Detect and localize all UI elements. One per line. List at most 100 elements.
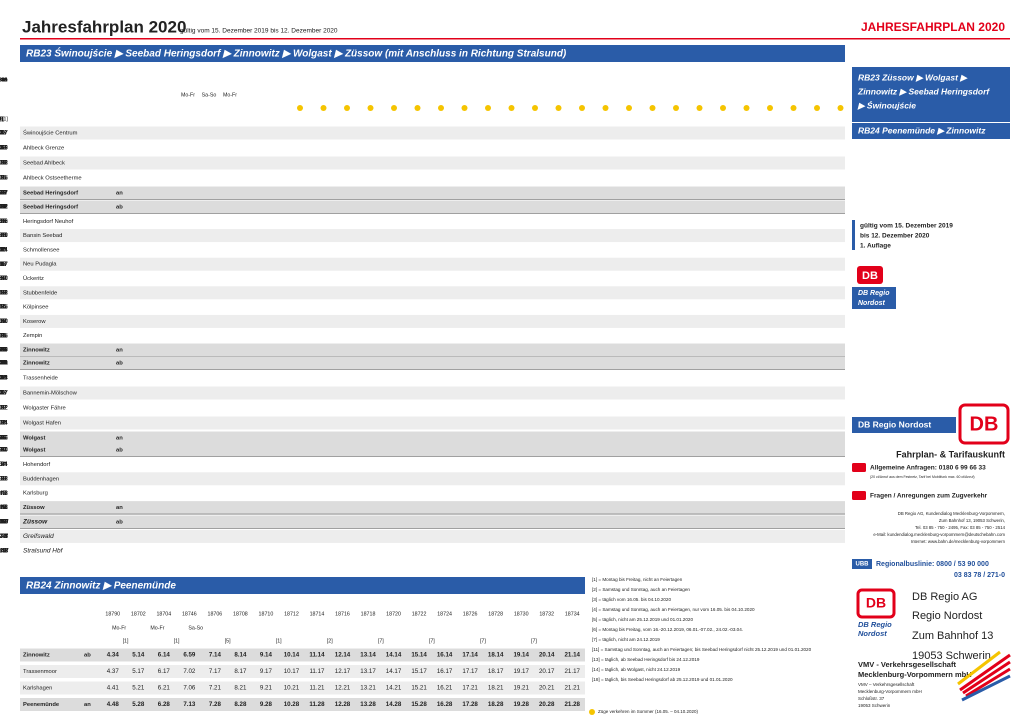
time: 18.48 — [0, 504, 8, 511]
db-logo — [857, 266, 883, 284]
time: 14.20 — [0, 275, 8, 282]
time: 9.47 — [0, 130, 7, 137]
time: 22.23 — [0, 160, 8, 167]
time: 6.30 — [0, 275, 7, 282]
brand-bg — [852, 287, 896, 309]
phone-note: (20 ct/Anruf aus dem Festnetz, Tarif bei… — [870, 475, 975, 479]
train-number: 18812 — [0, 77, 7, 83]
time: 23.19 — [0, 145, 8, 152]
time: 11.25 — [0, 304, 8, 311]
row-bg — [20, 257, 845, 271]
time: 16.56 — [0, 435, 8, 442]
time: 11.47 — [0, 130, 8, 137]
address: DB Regio AG, Kundendialog Mecklenburg-Vo… — [898, 511, 1005, 516]
time: 20.32 — [0, 204, 8, 211]
time: 10.55 — [0, 304, 8, 311]
time: 12.14 — [0, 247, 8, 254]
time: 9.54 — [0, 420, 7, 427]
time: 16.05 — [0, 332, 8, 339]
db-logo-text: DB — [862, 270, 878, 282]
time: 21.28 — [564, 701, 580, 708]
time: 10.25 — [0, 304, 8, 311]
time: 7.14 — [0, 304, 7, 311]
time: 20.50 — [0, 275, 8, 282]
train-number: 18838 — [0, 77, 7, 83]
time: 15.38 — [0, 475, 8, 482]
time: 11.26 — [0, 435, 8, 442]
brand: DB Regio — [858, 290, 890, 297]
time: 20.17 — [0, 130, 8, 137]
time: 8.24 — [0, 533, 7, 540]
time: 18.19 — [0, 145, 8, 152]
time: 7.34 — [0, 461, 7, 468]
time: 5.05 — [0, 332, 7, 339]
header-rule — [20, 38, 1010, 40]
days: Mo-Fr — [223, 92, 237, 98]
time: 6.28 — [0, 261, 7, 268]
time: 10.09 — [0, 347, 8, 354]
time: 5.48 — [0, 504, 7, 511]
time: 5.09 — [0, 347, 7, 354]
time: 9.24 — [0, 420, 7, 427]
time: 14.22 — [0, 405, 8, 412]
time: 16.26 — [0, 435, 8, 442]
time: 13.53 — [0, 160, 8, 167]
time: 18.28 — [488, 701, 504, 708]
time: 13.43 — [0, 548, 9, 555]
side-valid: gültig vom 15. Dezember 2019 — [860, 223, 953, 230]
time: 5.27 — [0, 190, 7, 197]
db-logo-text: DB — [970, 413, 999, 435]
brand-bar-text: DB Regio Nordost — [858, 419, 931, 429]
time: 5.21 — [0, 533, 7, 540]
time: 5.43 — [0, 490, 7, 497]
time: 11.25 — [0, 175, 8, 182]
time: 9.52 — [0, 405, 7, 412]
row-bg — [20, 314, 845, 328]
row-bg — [20, 515, 845, 529]
time: 10.14 — [0, 375, 8, 382]
time: 13.48 — [0, 504, 8, 511]
time: 7.03 — [0, 420, 7, 427]
time: 8.43 — [0, 490, 7, 497]
time: 15.53 — [0, 289, 8, 296]
station: Seebad Ahlbeck — [23, 161, 65, 167]
time: 13.26 — [0, 435, 8, 442]
time: 12.23 — [0, 160, 8, 167]
time: 11.54 — [0, 420, 8, 427]
time: 7.39 — [0, 232, 7, 239]
time: 23.05 — [0, 519, 9, 526]
time: 7.00 — [0, 318, 7, 325]
time: 10.10 — [0, 519, 9, 526]
train-number: 18856 — [0, 77, 7, 83]
train-number: 18814 — [0, 77, 7, 83]
arr-dep: ab — [116, 361, 123, 367]
time: 7.14 — [0, 375, 7, 382]
time: 20.39 — [0, 232, 8, 239]
arr-dep: ab — [116, 448, 123, 454]
note-ref: [5] — [0, 116, 3, 122]
time: 10.24 — [0, 533, 9, 540]
time: 14.32 — [0, 204, 8, 211]
time: 7.05 — [0, 332, 7, 339]
time: 12.49 — [0, 145, 8, 152]
time: 12.27 — [0, 190, 8, 197]
time: 18.44 — [0, 247, 8, 254]
time: 11.55 — [0, 304, 8, 311]
footnote: [2] = Samstag und Sonntag, auch an Feier… — [592, 587, 690, 592]
time: 12.21 — [335, 685, 351, 692]
time: 5.24 — [0, 420, 7, 427]
time: 7.47 — [0, 261, 7, 268]
time: 22.11 — [0, 360, 8, 367]
time: 12.35 — [0, 332, 8, 339]
arr-dep: an — [116, 348, 123, 354]
time: 10.17 — [0, 390, 8, 397]
time: 11.17 — [309, 668, 325, 675]
time: 7.02 — [0, 261, 7, 268]
row-bg — [20, 416, 845, 430]
time: 10.44 — [0, 375, 8, 382]
station: Wolgast Hafen — [23, 421, 61, 427]
time: 13.44 — [0, 375, 8, 382]
time: 4.41 — [107, 685, 120, 692]
train-number: 18790 — [105, 611, 120, 617]
time: 15.43 — [0, 548, 9, 555]
